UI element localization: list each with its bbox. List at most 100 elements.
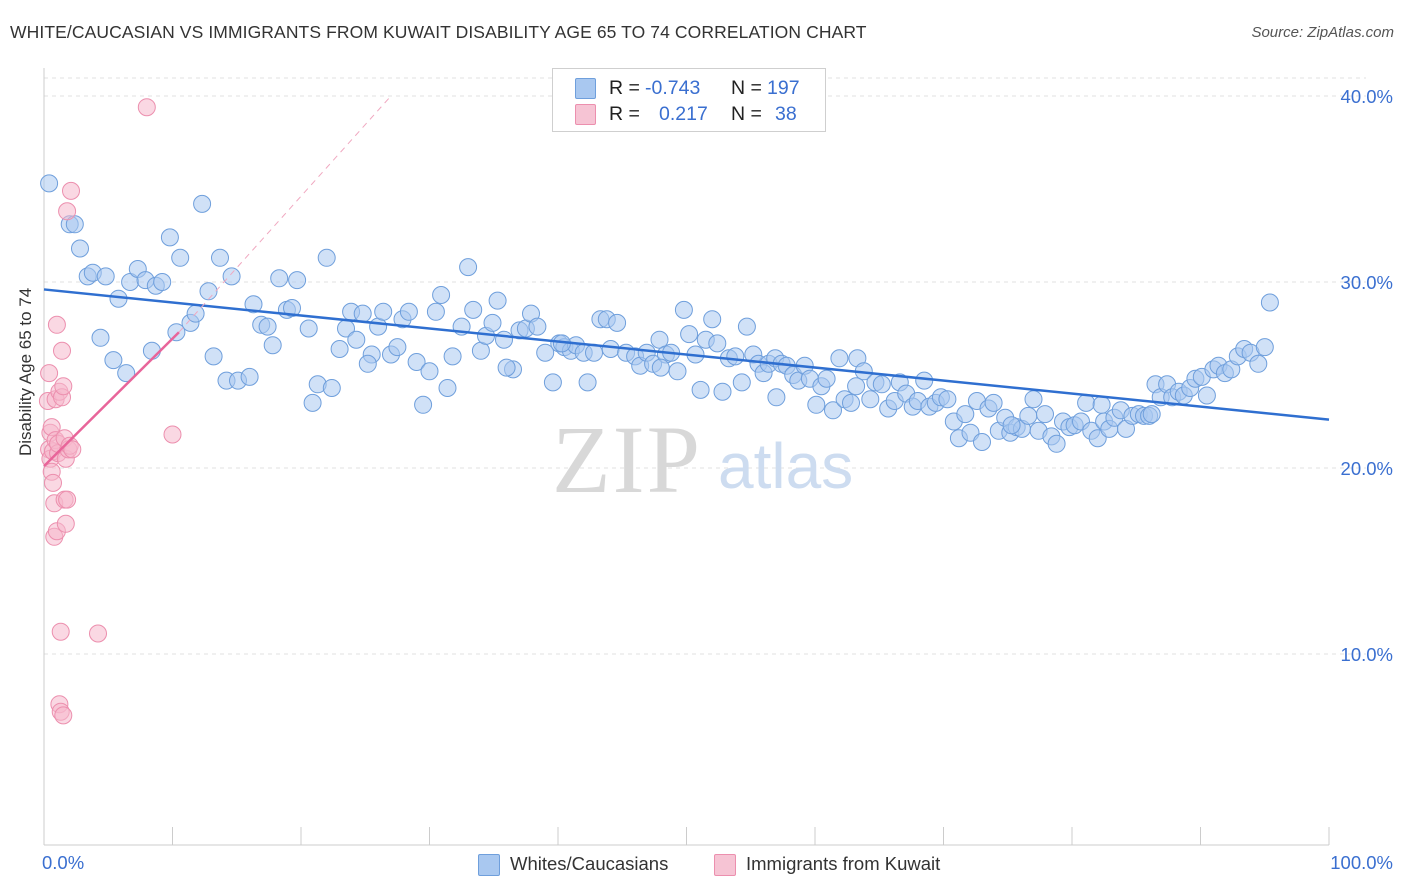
data-point-whites: [842, 393, 860, 412]
data-point-whites: [426, 302, 445, 321]
data-point-whites: [142, 341, 161, 360]
data-point-whites: [1077, 393, 1096, 412]
data-point-whites: [222, 267, 241, 286]
legend-r-label: R =: [609, 103, 640, 125]
data-point-whites: [713, 382, 732, 401]
data-point-whites: [680, 325, 699, 344]
bottom-legend-swatch-whites: [478, 854, 500, 876]
data-point-whites: [317, 248, 336, 267]
data-point-whites: [807, 395, 826, 414]
data-point-whites: [40, 174, 59, 193]
data-point-whites: [726, 347, 745, 366]
data-point-whites: [1047, 434, 1066, 453]
data-point-whites: [1255, 338, 1274, 357]
legend-r-value: -0.743: [645, 77, 701, 99]
y-tick-label: 10.0%: [1341, 644, 1393, 665]
data-point-kuwait: [63, 440, 82, 459]
data-point-whites: [1002, 416, 1021, 435]
data-point-whites: [830, 349, 849, 368]
data-point-whites: [1197, 386, 1216, 405]
data-point-whites: [167, 323, 186, 342]
data-point-whites: [432, 286, 451, 304]
data-point-whites: [536, 343, 555, 362]
data-point-whites: [96, 267, 115, 286]
data-point-whites: [847, 377, 866, 396]
legend-r-label: R =: [609, 77, 640, 99]
data-point-whites: [703, 310, 722, 329]
data-point-whites: [483, 313, 502, 332]
data-point-whites: [528, 317, 547, 336]
legend-n-label: N =: [731, 77, 762, 99]
data-point-whites: [651, 358, 670, 377]
x-tick-labels: 0.0% 100.0%: [42, 852, 1393, 873]
x-ticks: [43, 827, 1330, 845]
chart-title: WHITE/CAUCASIAN VS IMMIGRANTS FROM KUWAI…: [10, 22, 867, 42]
series-kuwait-points: [38, 98, 182, 725]
data-point-kuwait: [62, 181, 80, 200]
data-point-whites: [872, 375, 891, 394]
watermark-zip: ZIP: [552, 406, 702, 513]
data-point-whites: [283, 299, 301, 317]
data-point-kuwait: [44, 473, 62, 492]
data-point-whites: [691, 380, 710, 399]
data-point-whites: [767, 388, 786, 407]
data-point-whites: [258, 317, 277, 336]
data-point-whites: [1142, 405, 1161, 424]
data-point-whites: [270, 269, 289, 288]
data-point-whites: [204, 347, 223, 366]
bottom-legend-swatch-kuwait: [714, 854, 736, 876]
legend-n-value: 197: [767, 77, 800, 99]
data-point-kuwait: [163, 425, 182, 444]
data-point-whites: [984, 393, 1003, 412]
data-point-whites: [1260, 293, 1279, 312]
x-tick-label: 100.0%: [1330, 852, 1393, 873]
data-point-whites: [193, 194, 212, 213]
data-point-whites: [543, 373, 562, 392]
data-point-kuwait: [47, 315, 66, 334]
data-point-whites: [399, 302, 418, 321]
trend-line-kuwait: [43, 331, 180, 468]
data-point-whites: [861, 390, 880, 409]
data-point-whites: [374, 302, 393, 321]
data-point-whites: [322, 379, 341, 397]
data-point-whites: [608, 313, 627, 332]
data-point-whites: [708, 334, 727, 353]
data-point-kuwait: [58, 202, 77, 221]
legend-r-value: 0.217: [659, 103, 708, 125]
bottom-legend-label-whites: Whites/Caucasians: [510, 853, 669, 874]
x-tick-label: 0.0%: [42, 852, 84, 873]
y-axis-label: Disability Age 65 to 74: [16, 287, 35, 456]
legend-swatch-whites: [575, 78, 596, 99]
data-point-whites: [407, 353, 426, 371]
data-point-whites: [358, 354, 377, 373]
data-point-whites: [1249, 354, 1268, 373]
data-point-whites: [443, 347, 462, 366]
data-point-whites: [578, 373, 597, 392]
series-whites-points: [40, 174, 1279, 453]
data-point-kuwait: [89, 624, 107, 643]
y-tick-label: 20.0%: [1341, 458, 1393, 479]
data-point-whites: [420, 362, 439, 381]
data-point-kuwait: [51, 622, 70, 641]
y-tick-labels: 10.0% 20.0% 30.0% 40.0%: [1341, 86, 1393, 665]
data-point-whites: [464, 300, 483, 319]
data-point-kuwait: [58, 490, 77, 509]
data-point-whites: [737, 317, 756, 336]
data-point-whites: [347, 330, 366, 349]
data-point-whites: [1092, 395, 1111, 414]
data-point-whites: [459, 258, 478, 277]
data-point-whites: [732, 373, 751, 392]
data-point-whites: [171, 248, 190, 267]
data-point-kuwait: [53, 341, 71, 360]
data-point-whites: [817, 369, 836, 388]
correlation-legend: R = -0.743 N = 197 R = 0.217 N = 38: [552, 68, 826, 132]
data-point-kuwait: [137, 98, 156, 117]
y-tick-label: 40.0%: [1341, 86, 1393, 107]
data-point-whites: [104, 351, 123, 370]
data-point-whites: [117, 364, 136, 383]
trend-lines: [43, 95, 1330, 468]
data-point-whites: [388, 338, 407, 357]
trend-line-kuwait-extension: [178, 95, 392, 333]
data-point-whites: [160, 228, 179, 247]
